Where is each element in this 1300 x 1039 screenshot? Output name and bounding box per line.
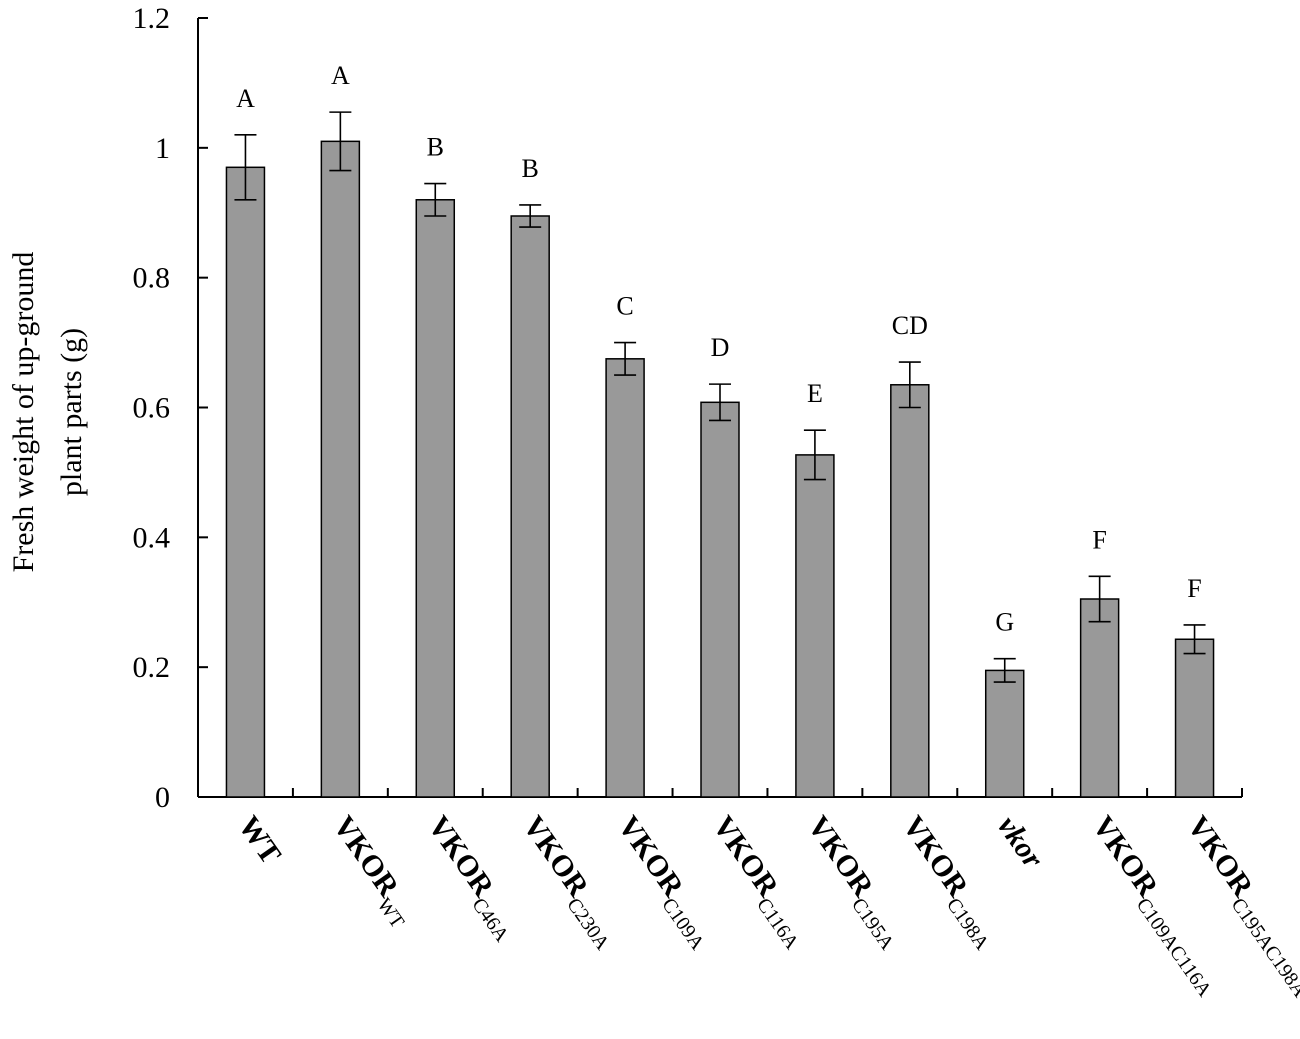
category-label: WT [232, 810, 288, 870]
category-label-main: WT [232, 810, 288, 870]
significance-label: G [995, 608, 1014, 637]
bar [1174, 638, 1215, 798]
category-label: VKORC109A [606, 810, 724, 954]
category-label-subscript: C46A [467, 894, 513, 946]
significance-label: B [522, 154, 539, 183]
significance-label: D [711, 333, 730, 362]
y-tick-label: 0.2 [133, 651, 171, 684]
category-label-subscript: C195A [847, 894, 898, 954]
error-bar [519, 204, 542, 228]
category-label: VKORC198A [890, 810, 1008, 954]
category-label: VKORC46A [416, 810, 528, 946]
error-bar [1183, 624, 1206, 655]
bar [890, 384, 930, 798]
category-label-subscript: C230A [562, 894, 613, 954]
error-bar [993, 657, 1016, 683]
category-label-subscript: C116A [752, 894, 803, 954]
category-label: VKORC195A [795, 810, 913, 954]
bar [605, 358, 645, 798]
y-axis-title: Fresh weight of up-ground plant parts (g) [7, 252, 88, 573]
category-label: VKORWT [321, 810, 423, 932]
error-bar [803, 429, 826, 481]
bars-group [225, 140, 1215, 798]
significance-label: F [1092, 525, 1106, 554]
error-bar [1088, 575, 1111, 623]
y-axis-title-line: plant parts (g) [55, 328, 88, 496]
error-bar [329, 111, 352, 172]
bar [510, 215, 550, 798]
category-label-main: VKOR [327, 810, 406, 903]
error-bar [709, 383, 731, 422]
category-label-subscript: C198A [942, 894, 993, 954]
bar [700, 401, 740, 798]
category-label-subscript: C195AC198A [1227, 894, 1300, 1002]
y-tick-label: 1 [155, 132, 170, 165]
error-bar [614, 341, 637, 376]
category-label: vkor [991, 810, 1050, 874]
category-label-main: vkor [991, 810, 1050, 874]
bar [795, 454, 835, 798]
bar [984, 669, 1025, 798]
significance-label: A [331, 61, 350, 90]
y-tick-label: 1.2 [133, 2, 171, 35]
error-bars-group [234, 111, 1206, 683]
category-label-main: VKOR [1181, 810, 1260, 903]
category-label: VKORC230A [511, 810, 629, 954]
significance-label: C [616, 292, 633, 321]
category-label-main: VKOR [422, 810, 501, 903]
category-label-subscript: C109AC116A [1132, 894, 1216, 1001]
error-bar [424, 182, 447, 217]
y-tick-label: 0.4 [133, 521, 171, 554]
bar [320, 140, 361, 798]
bar [415, 199, 456, 798]
significance-label: CD [892, 311, 928, 340]
significance-label: F [1187, 574, 1201, 603]
bar [1079, 598, 1120, 798]
category-label-main: VKOR [801, 810, 880, 903]
category-label-main: VKOR [516, 810, 595, 903]
category-label: VKORC116A [701, 810, 818, 954]
error-bar [898, 361, 921, 409]
bar [225, 166, 266, 798]
y-tick-label: 0 [155, 781, 170, 814]
y-tick-label: 0.8 [133, 262, 171, 295]
category-label-main: VKOR [706, 810, 785, 903]
significance-label: A [236, 84, 255, 113]
category-label-main: VKOR [896, 810, 975, 903]
significance-label: E [807, 379, 823, 408]
category-label-main: VKOR [1086, 810, 1165, 903]
category-labels-group: WT VKORWTVKORC46AVKORC230AVKORC109AVKORC1… [232, 810, 1300, 1002]
y-axis: 0 0.2 0.4 0.6 0.8 1 1.2 [133, 2, 208, 814]
category-label-subscript: C109A [657, 894, 708, 954]
y-tick-label: 0.6 [133, 392, 171, 425]
y-axis-title-line: Fresh weight of up-ground [7, 252, 40, 573]
error-bar [234, 134, 257, 201]
significance-label: B [427, 133, 444, 162]
category-label-main: VKOR [611, 810, 690, 903]
